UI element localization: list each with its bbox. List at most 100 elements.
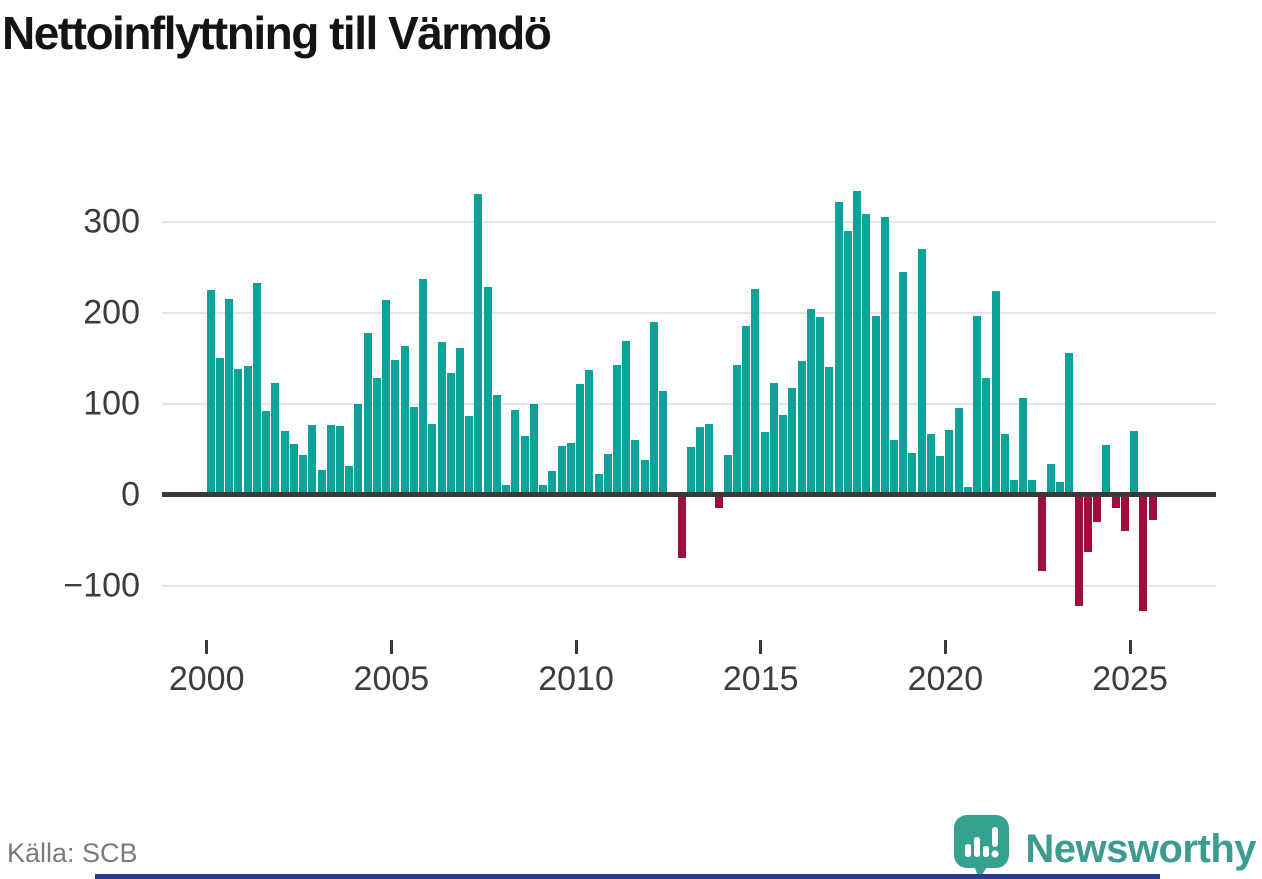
x-axis-tick-2025 — [1128, 640, 1132, 654]
y-axis-label--100: −100 — [63, 566, 140, 604]
y-axis-label-100: 100 — [83, 384, 140, 422]
bar-2010Q3 — [595, 473, 603, 495]
bar-2017Q2 — [844, 230, 852, 495]
bar-2021Q2 — [992, 290, 1000, 495]
bar-2017Q4 — [862, 214, 870, 495]
x-axis-label-2010: 2010 — [538, 660, 614, 698]
bar-2011Q4 — [641, 459, 649, 495]
bar-2018Q2 — [881, 216, 889, 495]
bar-2005Q2 — [401, 346, 409, 495]
bar-2012Q4 — [678, 494, 686, 559]
bar-2024Q1 — [1093, 494, 1101, 522]
brand-name: Newsworthy — [1025, 827, 1256, 871]
bar-2019Q1 — [908, 452, 916, 495]
bar-2019Q2 — [918, 248, 926, 495]
bar-2006Q3 — [447, 372, 455, 495]
bar-2006Q4 — [456, 347, 464, 495]
bar-2003Q4 — [345, 466, 353, 495]
bar-2008Q1 — [502, 485, 510, 495]
x-axis-zero-line — [162, 492, 1216, 497]
bar-2004Q3 — [373, 378, 381, 495]
bar-2014Q3 — [742, 326, 750, 495]
x-axis-tick-2015 — [759, 640, 763, 654]
bar-2025Q1 — [1130, 430, 1138, 495]
bar-2000Q1 — [207, 289, 215, 495]
bar-2008Q3 — [521, 436, 529, 495]
bar-2004Q1 — [354, 403, 362, 495]
bar-2024Q2 — [1102, 445, 1110, 495]
bar-2023Q3 — [1075, 494, 1083, 606]
bar-2004Q4 — [382, 299, 390, 495]
bar-2024Q4 — [1121, 494, 1129, 531]
bar-2007Q1 — [465, 416, 473, 495]
bar-2021Q3 — [1001, 433, 1009, 495]
bar-2003Q3 — [336, 426, 344, 495]
bar-chart-speech-bubble-icon — [953, 814, 1011, 879]
bar-2015Q4 — [788, 388, 796, 495]
bar-2015Q2 — [770, 382, 778, 495]
bar-2005Q4 — [419, 278, 427, 495]
bar-2008Q4 — [530, 403, 538, 495]
bar-2000Q2 — [216, 358, 224, 495]
bar-2009Q4 — [567, 442, 575, 495]
bar-2014Q1 — [724, 455, 732, 495]
y-axis-label-0: 0 — [121, 475, 140, 513]
bar-2025Q3 — [1149, 494, 1157, 520]
bar-2014Q4 — [751, 288, 759, 495]
gridline-y-100 — [162, 584, 1216, 587]
y-axis-label-300: 300 — [83, 202, 140, 240]
bar-2017Q3 — [853, 190, 861, 495]
bar-2001Q1 — [244, 366, 252, 495]
newsworthy-branding: Newsworthy — [953, 814, 1256, 879]
bar-2000Q3 — [225, 298, 233, 495]
bar-2001Q3 — [262, 410, 270, 495]
x-axis-label-2025: 2025 — [1092, 660, 1168, 698]
bar-2011Q3 — [631, 439, 639, 495]
bar-2020Q1 — [945, 429, 953, 495]
bar-2002Q2 — [290, 444, 298, 495]
source-note: Källa: SCB — [7, 838, 138, 868]
x-axis-label-2005: 2005 — [353, 660, 430, 698]
bar-2005Q3 — [410, 407, 418, 495]
bar-2015Q1 — [761, 431, 769, 495]
bar-2009Q1 — [539, 485, 547, 495]
bar-2007Q3 — [484, 287, 492, 495]
bar-2013Q1 — [687, 447, 695, 495]
bar-2000Q4 — [234, 368, 242, 495]
bar-2007Q2 — [474, 194, 482, 495]
bar-2023Q4 — [1084, 494, 1092, 552]
bar-2021Q1 — [982, 378, 990, 495]
bar-2006Q2 — [438, 341, 446, 495]
bar-2020Q2 — [955, 408, 963, 495]
bar-2010Q1 — [576, 384, 584, 495]
gridline-y200 — [162, 311, 1216, 314]
bar-2013Q3 — [705, 423, 713, 495]
bar-2007Q4 — [493, 395, 501, 495]
x-axis-label-2015: 2015 — [722, 660, 799, 698]
bar-2009Q2 — [548, 470, 556, 495]
bar-2018Q1 — [872, 316, 880, 495]
bar-2023Q2 — [1065, 353, 1073, 495]
bar-2023Q1 — [1056, 481, 1064, 495]
y-axis-label-200: 200 — [83, 293, 140, 331]
bar-2010Q4 — [604, 454, 612, 495]
bar-2005Q1 — [391, 359, 399, 495]
bar-2003Q1 — [318, 469, 326, 495]
bar-2008Q2 — [511, 409, 519, 495]
bar-2001Q4 — [271, 383, 279, 495]
bar-2014Q2 — [733, 365, 741, 495]
bar-2020Q3 — [964, 487, 972, 495]
bar-2009Q3 — [558, 446, 566, 495]
bottom-accent-strip — [95, 874, 1160, 879]
bar-2016Q3 — [816, 317, 824, 495]
bar-2002Q4 — [308, 425, 316, 495]
bar-2018Q3 — [890, 439, 898, 495]
bar-2022Q3 — [1038, 494, 1046, 571]
gridline-y300 — [162, 220, 1216, 223]
bar-2015Q3 — [779, 415, 787, 495]
page-title: Nettoinflyttning till Värmdö — [2, 7, 552, 59]
bar-2013Q4 — [715, 494, 723, 509]
bar-2001Q2 — [253, 283, 261, 495]
